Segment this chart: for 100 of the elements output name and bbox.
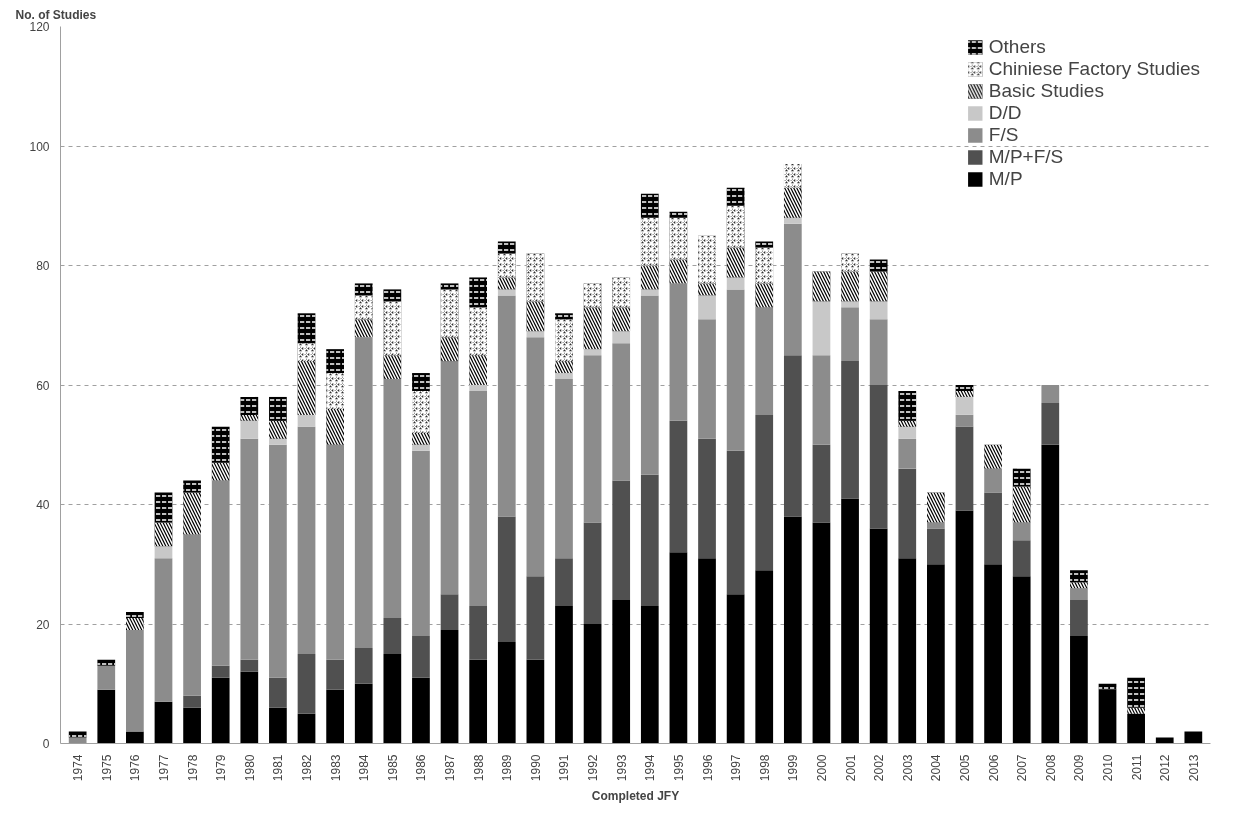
bar: [698, 295, 716, 320]
bar: [927, 564, 945, 744]
bar: [898, 468, 917, 559]
bar: [898, 426, 917, 439]
legend-label: D/D: [988, 102, 1022, 124]
bar: [440, 629, 459, 744]
y-tick-label: 80: [36, 259, 50, 273]
bar: [383, 379, 402, 619]
bar: [583, 624, 602, 744]
bar: [240, 420, 259, 439]
bar: [497, 641, 516, 744]
bar: [154, 701, 173, 744]
bar: [612, 331, 631, 344]
bar: [984, 492, 1002, 565]
bar: [1127, 713, 1145, 744]
bar: [269, 438, 287, 445]
bar: [354, 683, 373, 744]
bar: [412, 444, 430, 451]
x-tick-label: 2010: [1101, 754, 1116, 782]
x-tick-label: 2011: [1129, 754, 1144, 781]
bar: [1070, 635, 1088, 744]
legend-label: F/S: [988, 124, 1019, 146]
bar: [240, 671, 259, 744]
bar: [869, 528, 888, 744]
bar: [669, 552, 688, 744]
x-tick-label: 1985: [385, 754, 400, 782]
x-tick-label: 2002: [872, 754, 887, 782]
bar: [526, 576, 545, 660]
bar: [440, 594, 459, 630]
bar: [640, 289, 659, 296]
x-tick-label: 1996: [700, 754, 715, 782]
bar: [583, 349, 602, 356]
bar: [612, 480, 631, 601]
x-tick-label: 1989: [500, 754, 515, 782]
bar: [126, 731, 144, 744]
bar: [526, 337, 545, 577]
bar: [1041, 385, 1060, 403]
x-tick-label: 1986: [414, 754, 429, 782]
bar: [640, 474, 659, 607]
bar: [297, 414, 316, 427]
bar: [555, 379, 573, 559]
bar: [583, 522, 602, 624]
bar: [326, 689, 344, 744]
bar: [812, 444, 831, 523]
bar: [1098, 689, 1117, 744]
bar: [183, 534, 201, 696]
bar: [1012, 540, 1031, 577]
bar: [726, 594, 745, 744]
y-tick-label: 100: [29, 139, 50, 154]
bar: [297, 426, 316, 654]
x-tick-label: 1979: [214, 754, 229, 782]
bar: [869, 319, 888, 385]
x-tick-label: 2005: [957, 754, 972, 782]
bar: [755, 307, 774, 415]
bar: [497, 295, 516, 517]
x-tick-label: 2001: [843, 754, 858, 782]
bar: [783, 516, 802, 744]
bar: [955, 510, 974, 744]
bar: [526, 659, 545, 744]
legend-label: M/P: [988, 168, 1023, 190]
bar: [812, 301, 831, 356]
x-tick-label: 2007: [1015, 754, 1030, 782]
bar: [440, 361, 459, 595]
x-tick-label: 1982: [300, 754, 315, 782]
bar: [869, 385, 888, 529]
bar: [269, 707, 287, 744]
legend-label: M/P+F/S: [988, 146, 1064, 168]
bar: [383, 618, 402, 654]
bar: [869, 301, 888, 320]
bar: [698, 558, 716, 744]
bar: [726, 289, 745, 451]
bar: [354, 337, 373, 648]
x-tick-label: 1992: [586, 754, 601, 782]
bar: [984, 468, 1002, 493]
x-tick-label: 1993: [614, 754, 629, 782]
bar: [669, 283, 688, 421]
x-tick-label: 2009: [1072, 754, 1087, 782]
x-tick-label: 1991: [557, 754, 572, 782]
bar: [1184, 731, 1203, 744]
bar: [412, 450, 430, 636]
bar: [326, 659, 344, 690]
y-axis-title: No. of Studies: [15, 7, 97, 22]
x-tick-label: 1976: [128, 754, 143, 782]
x-tick-label: 1997: [729, 754, 744, 782]
bar: [297, 653, 316, 714]
bar: [469, 390, 488, 607]
bar: [841, 361, 859, 499]
x-tick-label: 1990: [528, 754, 543, 782]
bar: [326, 444, 344, 660]
bar: [183, 695, 201, 708]
bar: [726, 450, 745, 595]
bar: [555, 373, 573, 380]
bar: [898, 438, 917, 469]
bar: [955, 396, 974, 415]
x-tick-label: 2012: [1158, 754, 1173, 782]
bar: [240, 438, 259, 660]
bar: [497, 516, 516, 642]
bar: [812, 355, 831, 445]
bar: [783, 223, 802, 356]
bar: [1070, 600, 1088, 636]
